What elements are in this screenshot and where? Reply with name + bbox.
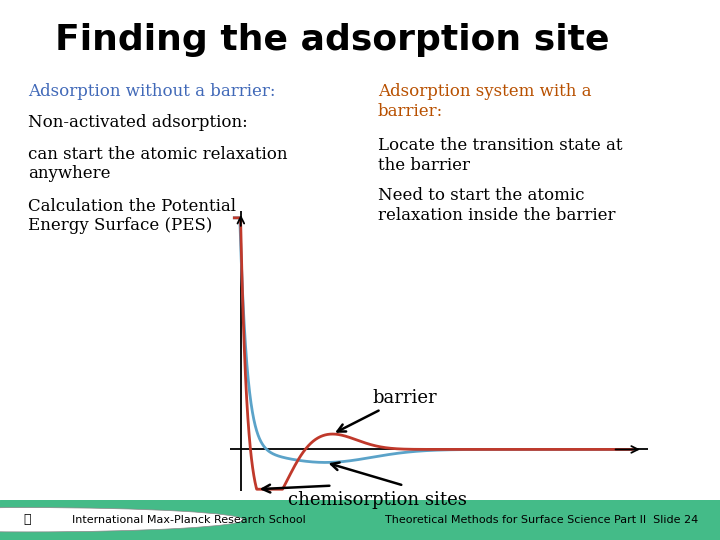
Text: chemisorption sites: chemisorption sites <box>289 491 467 509</box>
Text: Theoretical Methods for Surface Science Part II  Slide 24: Theoretical Methods for Surface Science … <box>385 515 698 525</box>
Text: 🌐: 🌐 <box>24 513 31 526</box>
Text: Need to start the atomic
relaxation inside the barrier: Need to start the atomic relaxation insi… <box>378 187 616 224</box>
Text: Locate the transition state at
the barrier: Locate the transition state at the barri… <box>378 137 623 174</box>
Text: Finding the adsorption site: Finding the adsorption site <box>55 23 610 57</box>
Text: International Max-Planck Research School: International Max-Planck Research School <box>72 515 306 525</box>
Text: Calculation the Potential
Energy Surface (PES): Calculation the Potential Energy Surface… <box>28 198 236 234</box>
Text: Adsorption system with a
barrier:: Adsorption system with a barrier: <box>378 83 592 120</box>
Text: Non-activated adsorption:: Non-activated adsorption: <box>28 114 248 131</box>
Text: Adsorption without a barrier:: Adsorption without a barrier: <box>28 83 276 100</box>
Circle shape <box>0 508 243 532</box>
Text: can start the atomic relaxation
anywhere: can start the atomic relaxation anywhere <box>28 146 287 183</box>
Text: barrier: barrier <box>338 389 436 431</box>
